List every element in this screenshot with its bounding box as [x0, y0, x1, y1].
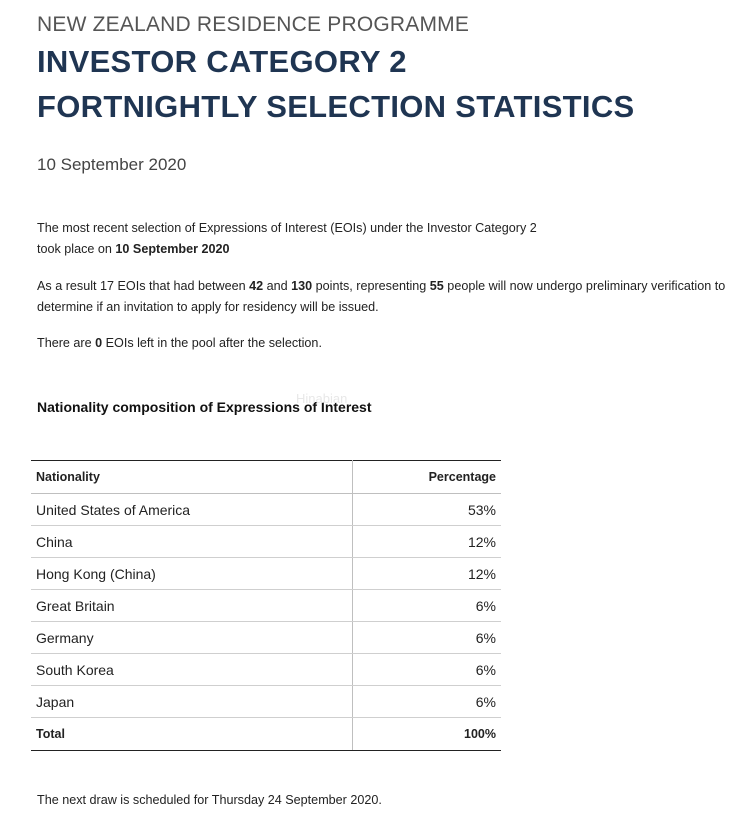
- programme-kicker: NEW ZEALAND RESIDENCE PROGRAMME: [37, 13, 470, 36]
- section-title: Nationality composition of Expressions o…: [37, 399, 372, 415]
- percentage-cell: 6%: [352, 621, 501, 654]
- nationality-cell: Hong Kong (China): [31, 557, 353, 590]
- nationality-cell: Great Britain: [31, 589, 353, 622]
- intro-paragraph-3: There are 0 EOIs left in the pool after …: [37, 333, 727, 354]
- percentage-cell: 53%: [352, 493, 501, 526]
- table-row: China 12%: [31, 525, 501, 558]
- p2-part-g: people will now undergo preliminary veri…: [37, 279, 726, 314]
- percentage-cell: 12%: [352, 557, 501, 590]
- page-title-line2: FORTNIGHTLY SELECTION STATISTICS: [37, 89, 635, 124]
- p3-part-a: There are: [37, 336, 96, 350]
- watermark: Hinabian: [296, 391, 348, 406]
- table-total-row: Total 100%: [31, 717, 501, 751]
- nationality-cell: Germany: [31, 621, 353, 654]
- nationality-cell: United States of America: [31, 493, 353, 526]
- percentage-cell: 6%: [352, 589, 501, 622]
- table-row: Hong Kong (China) 12%: [31, 557, 501, 590]
- nationality-table: Nationality Percentage United States of …: [31, 460, 501, 751]
- page-title-line1: INVESTOR CATEGORY 2: [37, 44, 407, 79]
- intro-paragraph-1: The most recent selection of Expressions…: [37, 218, 727, 260]
- table-row: United States of America 53%: [31, 493, 501, 526]
- next-draw-note: The next draw is scheduled for Thursday …: [37, 793, 382, 807]
- nationality-cell: China: [31, 525, 353, 558]
- p2-max-points: 130: [291, 279, 313, 293]
- header-percentage: Percentage: [352, 460, 501, 494]
- total-label: Total: [31, 717, 353, 751]
- table-row: South Korea 6%: [31, 653, 501, 686]
- table-header-row: Nationality Percentage: [31, 460, 501, 494]
- p3-part-c: EOIs left in the pool after the selectio…: [102, 336, 322, 350]
- total-value: 100%: [352, 717, 501, 751]
- p3-pool-count: 0: [95, 336, 103, 350]
- intro-p1-text: The most recent selection of Expressions…: [37, 221, 537, 235]
- p2-part-a: As a result 17 EOIs that had between: [37, 279, 250, 293]
- intro-p1-line2: took place on: [37, 242, 116, 256]
- p2-part-e: points, representing: [312, 279, 430, 293]
- nationality-cell: Japan: [31, 685, 353, 718]
- percentage-cell: 12%: [352, 525, 501, 558]
- intro-paragraph-2: As a result 17 EOIs that had between 42 …: [37, 276, 727, 318]
- table-row: Great Britain 6%: [31, 589, 501, 622]
- table-row: Germany 6%: [31, 621, 501, 654]
- intro-p1-date: 10 September 2020: [115, 242, 230, 256]
- p2-part-c: and: [263, 279, 292, 293]
- p2-min-points: 42: [249, 279, 264, 293]
- p2-people-count: 55: [429, 279, 444, 293]
- header-nationality: Nationality: [31, 460, 353, 494]
- selection-date: 10 September 2020: [37, 155, 187, 174]
- nationality-cell: South Korea: [31, 653, 353, 686]
- table-row: Japan 6%: [31, 685, 501, 718]
- percentage-cell: 6%: [352, 653, 501, 686]
- percentage-cell: 6%: [352, 685, 501, 718]
